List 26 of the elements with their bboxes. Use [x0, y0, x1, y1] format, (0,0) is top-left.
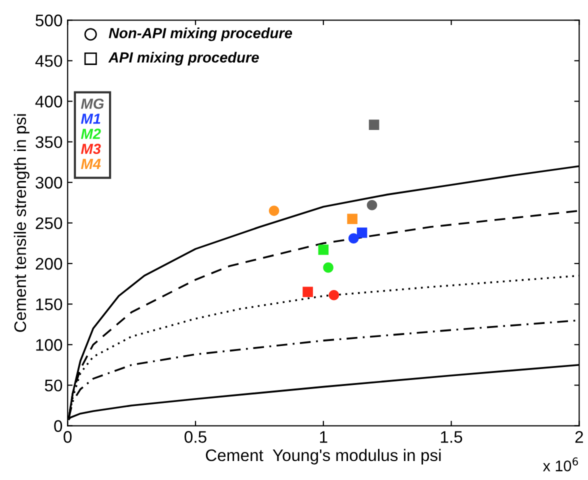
text: M3 — [81, 144, 101, 154]
y-tick-label: 200 — [36, 258, 62, 270]
y-tick-label: 300 — [36, 176, 62, 189]
x-tick-label: 1.5 — [440, 431, 462, 443]
x-axis-title: Cement Young's modulus in psi — [206, 448, 441, 464]
text: x 10$^{6}$ — [542, 457, 578, 472]
x-tick-label: 0.5 — [184, 431, 206, 443]
y-tick-label: 250 — [36, 217, 62, 230]
y-tick-label: 150 — [36, 298, 62, 310]
y-tick-label: 450 — [35, 55, 62, 67]
y-tick-label: 400 — [35, 96, 62, 108]
y-tick-label: 0 — [54, 420, 62, 432]
y-tick-label: 350 — [36, 136, 62, 148]
annotation: Non-API mixing procedure — [108, 28, 292, 42]
x-tick-label: 0 — [64, 431, 72, 443]
y-axis-title: Cement tensile strength in psi — [14, 114, 30, 332]
y-tick-label: 50 — [44, 380, 62, 392]
y-tick-label: 500 — [36, 14, 62, 26]
text: M1 — [81, 114, 100, 124]
annotation: API mixing procedure — [108, 52, 259, 66]
text: MG — [81, 98, 104, 109]
text: M2 — [81, 128, 101, 139]
y-tick-label: 100 — [36, 339, 62, 351]
x-tick-label: 1 — [320, 431, 328, 443]
x-tick-label: 2 — [575, 431, 583, 443]
text: M4 — [81, 158, 101, 169]
